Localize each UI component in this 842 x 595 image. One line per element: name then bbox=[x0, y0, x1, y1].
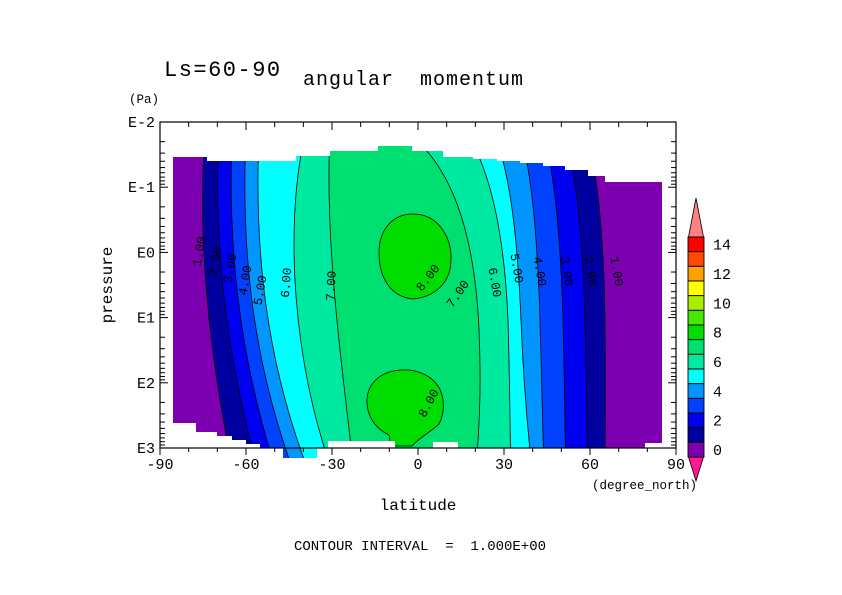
x-axis-unit: (degree_north) bbox=[592, 479, 697, 493]
x-tick-label: -60 bbox=[232, 457, 259, 474]
y-tick-label: E-2 bbox=[128, 115, 155, 132]
x-tick-label: 90 bbox=[667, 457, 685, 474]
colorbar-arrow-under-icon bbox=[687, 456, 705, 483]
colorbar-cell bbox=[687, 265, 705, 282]
contour-bands bbox=[173, 146, 662, 458]
x-tick-label: 60 bbox=[581, 457, 599, 474]
colorbar-tick-label: 0 bbox=[713, 443, 722, 460]
contour-band-8-lower bbox=[366, 369, 444, 446]
y-tick-label: E1 bbox=[137, 311, 155, 328]
contour-label-group: 1.002.003.004.005.00 6.00 7.00 8.00 7.00 6.00… bbox=[191, 235, 626, 420]
y-axis-unit: (Pa) bbox=[129, 93, 159, 107]
colorbar-cell bbox=[687, 397, 705, 414]
axis-ticks bbox=[159, 121, 677, 455]
contour-band-7 bbox=[328, 146, 481, 458]
colorbar-cell bbox=[687, 280, 705, 297]
colorbar-cell bbox=[687, 251, 705, 267]
colorbar-tick-label: 14 bbox=[713, 238, 731, 255]
colorbar-cell bbox=[687, 339, 705, 355]
contour-label: 2.00 bbox=[580, 255, 599, 287]
colorbar-tick-label: 12 bbox=[713, 267, 731, 284]
contour-band-8-upper bbox=[379, 214, 452, 299]
colorbar-tick-label: 8 bbox=[713, 326, 722, 343]
x-tick-label: -30 bbox=[318, 457, 345, 474]
colorbar-cell bbox=[687, 412, 705, 429]
contour-label: 1.00 bbox=[191, 235, 210, 267]
colorbar: 0 2 4 6 8 10 12 14 bbox=[687, 197, 731, 483]
contour-label: 1.00 bbox=[606, 255, 625, 287]
contour-label: 3.00 bbox=[556, 255, 575, 287]
colorbar-cell bbox=[687, 353, 705, 370]
axis-tick-labels: -90 -60 -30 0 30 60 90 E-2 E-1 E0 E1 E2 E3 bbox=[128, 115, 685, 474]
contour-interval-note: CONTOUR INTERVAL = 1.000E+00 bbox=[294, 539, 546, 555]
colorbar-cell bbox=[687, 309, 705, 326]
colorbar-cell bbox=[687, 324, 705, 341]
contour-label: 4.00 bbox=[237, 264, 256, 296]
colorbar-cell bbox=[687, 383, 705, 399]
y-tick-label: E0 bbox=[137, 245, 155, 262]
contour-label: 5.00 bbox=[252, 274, 271, 306]
colorbar-tick-label: 4 bbox=[713, 384, 722, 401]
y-tick-label: E3 bbox=[137, 441, 155, 458]
colorbar-cell bbox=[687, 295, 705, 311]
colorbar-cell bbox=[687, 236, 705, 253]
contour-label: 2.00 bbox=[207, 245, 226, 277]
colorbar-tick-label: 6 bbox=[713, 355, 722, 372]
page-title-season: Ls=60-90 bbox=[164, 58, 282, 83]
colorbar-cell bbox=[687, 368, 705, 385]
colorbar-tick-label: 10 bbox=[713, 296, 731, 313]
x-axis-title: latitude bbox=[380, 497, 457, 515]
contour-label: 4.00 bbox=[529, 255, 548, 287]
y-axis-title: pressure bbox=[99, 247, 117, 324]
colorbar-tick-label: 2 bbox=[713, 414, 722, 431]
colorbar-cell bbox=[687, 427, 705, 443]
x-tick-label: -90 bbox=[146, 457, 173, 474]
contour-label: 7.00 bbox=[324, 270, 340, 301]
y-tick-label: E-1 bbox=[128, 180, 155, 197]
contour-label: 6.00 bbox=[484, 266, 503, 298]
x-tick-label: 0 bbox=[413, 457, 422, 474]
contour-label: 6.00 bbox=[279, 267, 296, 298]
contour-label: 3.00 bbox=[222, 252, 241, 284]
y-tick-label: E2 bbox=[137, 376, 155, 393]
x-tick-label: 30 bbox=[495, 457, 513, 474]
contour-label: 5.00 bbox=[506, 252, 525, 284]
colorbar-cell bbox=[687, 441, 705, 458]
page-title-variable: angular momentum bbox=[303, 69, 524, 92]
contour-lines bbox=[202, 146, 606, 458]
colorbar-arrow-over-icon bbox=[688, 197, 704, 238]
